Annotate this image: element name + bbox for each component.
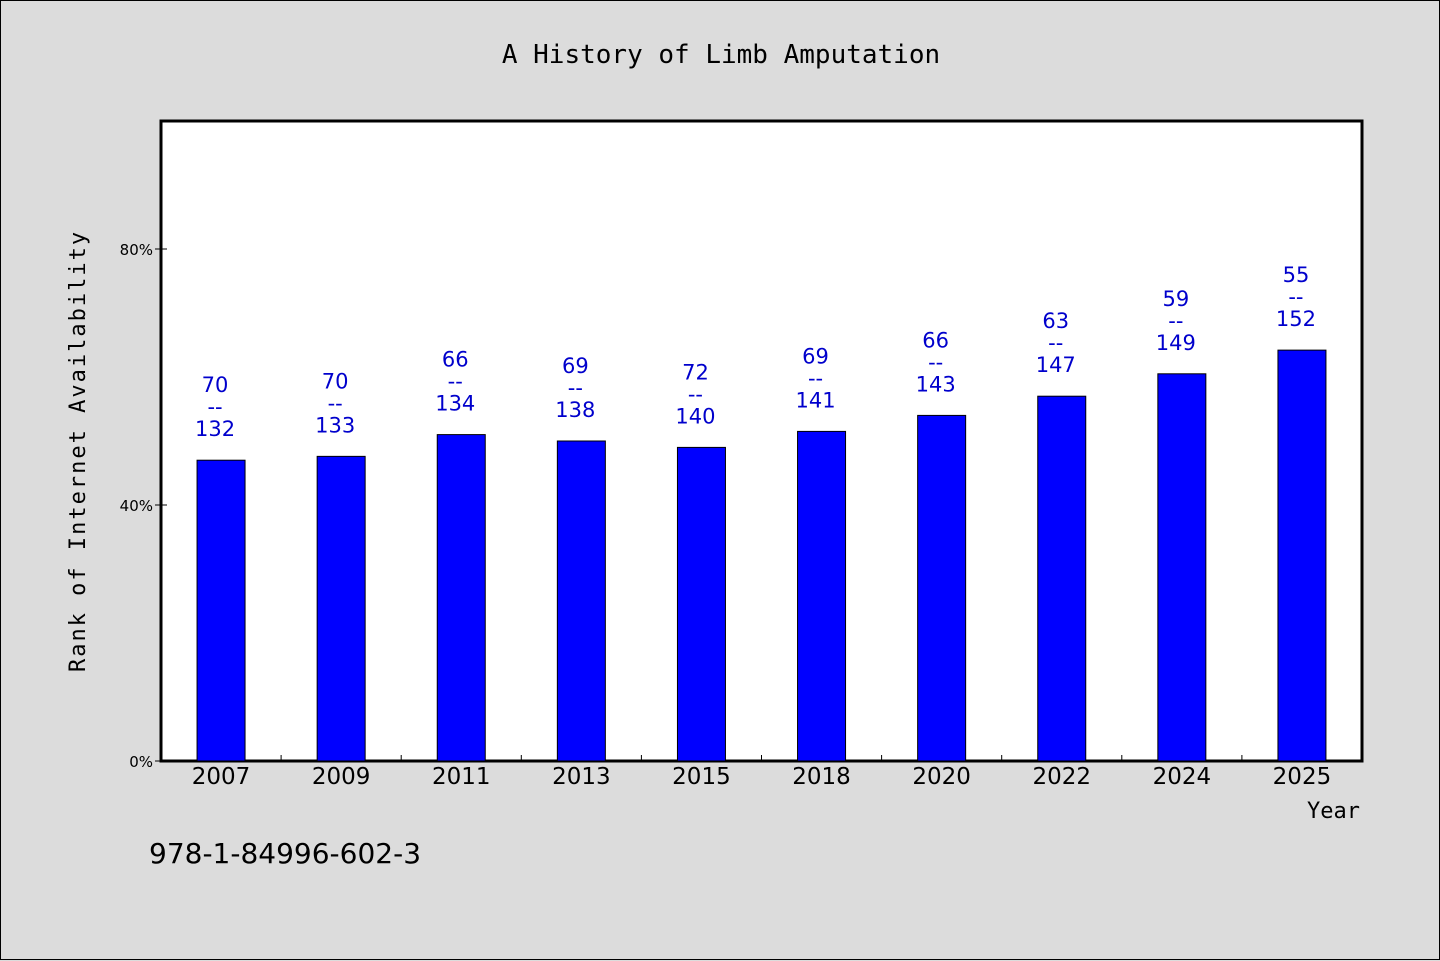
- chart-title: A History of Limb Amputation: [502, 40, 940, 70]
- x-tick-label: 2024: [1153, 764, 1212, 790]
- bar: [196, 459, 246, 762]
- data-label: 70: [202, 373, 229, 397]
- data-label: 141: [796, 388, 836, 412]
- data-label: 70: [322, 369, 349, 393]
- data-label: --: [1168, 309, 1183, 333]
- data-label: 55: [1283, 263, 1310, 287]
- bar: [556, 440, 606, 762]
- y-tick-label: 80%: [120, 241, 153, 259]
- data-label: 149: [1156, 331, 1196, 355]
- data-label: 138: [555, 398, 595, 422]
- data-label: 66: [922, 328, 949, 352]
- data-label: 63: [1042, 309, 1069, 333]
- data-label: 140: [675, 404, 715, 428]
- data-label: --: [448, 370, 463, 394]
- data-label: 69: [802, 344, 829, 368]
- data-label: --: [808, 366, 823, 390]
- y-tick-label: 40%: [120, 497, 153, 515]
- x-tick-label: 2020: [912, 764, 971, 790]
- x-axis-ticks: 2007 2009 2011 2013 2015 2018 2020 2022 2024 2025: [192, 755, 1331, 790]
- bar: [1277, 349, 1327, 762]
- data-label: 72: [682, 360, 709, 384]
- bar: [316, 455, 366, 762]
- x-tick-label: 2018: [792, 764, 851, 790]
- y-axis-ticks: 0% 40% 80%: [120, 241, 167, 771]
- data-label: 59: [1162, 287, 1189, 311]
- bar: [676, 446, 726, 762]
- bar: [797, 430, 847, 762]
- x-tick-label: 2015: [672, 764, 731, 790]
- bar: [436, 434, 486, 762]
- data-label: --: [688, 382, 703, 406]
- data-label: 66: [442, 348, 469, 372]
- data-label: --: [568, 376, 583, 400]
- x-tick-label: 2025: [1273, 764, 1332, 790]
- x-tick-label: 2007: [192, 764, 251, 790]
- data-label: 143: [916, 372, 956, 396]
- y-tick-label: 0%: [129, 753, 153, 771]
- data-label: --: [928, 350, 943, 374]
- x-tick-label: 2022: [1032, 764, 1091, 790]
- bar: [917, 414, 967, 762]
- data-label: 132: [195, 417, 235, 441]
- data-label: 147: [1036, 353, 1076, 377]
- data-label: --: [1048, 331, 1063, 355]
- x-tick-label: 2011: [432, 764, 491, 790]
- data-labels-group: 70--13270--13366--13469--13872--14069--1…: [195, 263, 1316, 441]
- x-tick-label: 2009: [312, 764, 371, 790]
- x-axis-label: Year: [1307, 799, 1360, 824]
- data-label: --: [328, 391, 343, 415]
- bar: [1037, 395, 1087, 762]
- y-axis-label: Rank of Internet Availability: [66, 230, 91, 672]
- x-tick-label: 2013: [552, 764, 611, 790]
- data-label: 152: [1276, 307, 1316, 331]
- data-label: 69: [562, 354, 589, 378]
- bar: [1157, 373, 1207, 762]
- bars-group: [196, 349, 1327, 762]
- data-label: 133: [315, 413, 355, 437]
- data-label: --: [207, 395, 222, 419]
- data-label: --: [1288, 285, 1303, 309]
- data-label: 134: [435, 392, 475, 416]
- isbn-footer: 978-1-84996-602-3: [149, 837, 421, 870]
